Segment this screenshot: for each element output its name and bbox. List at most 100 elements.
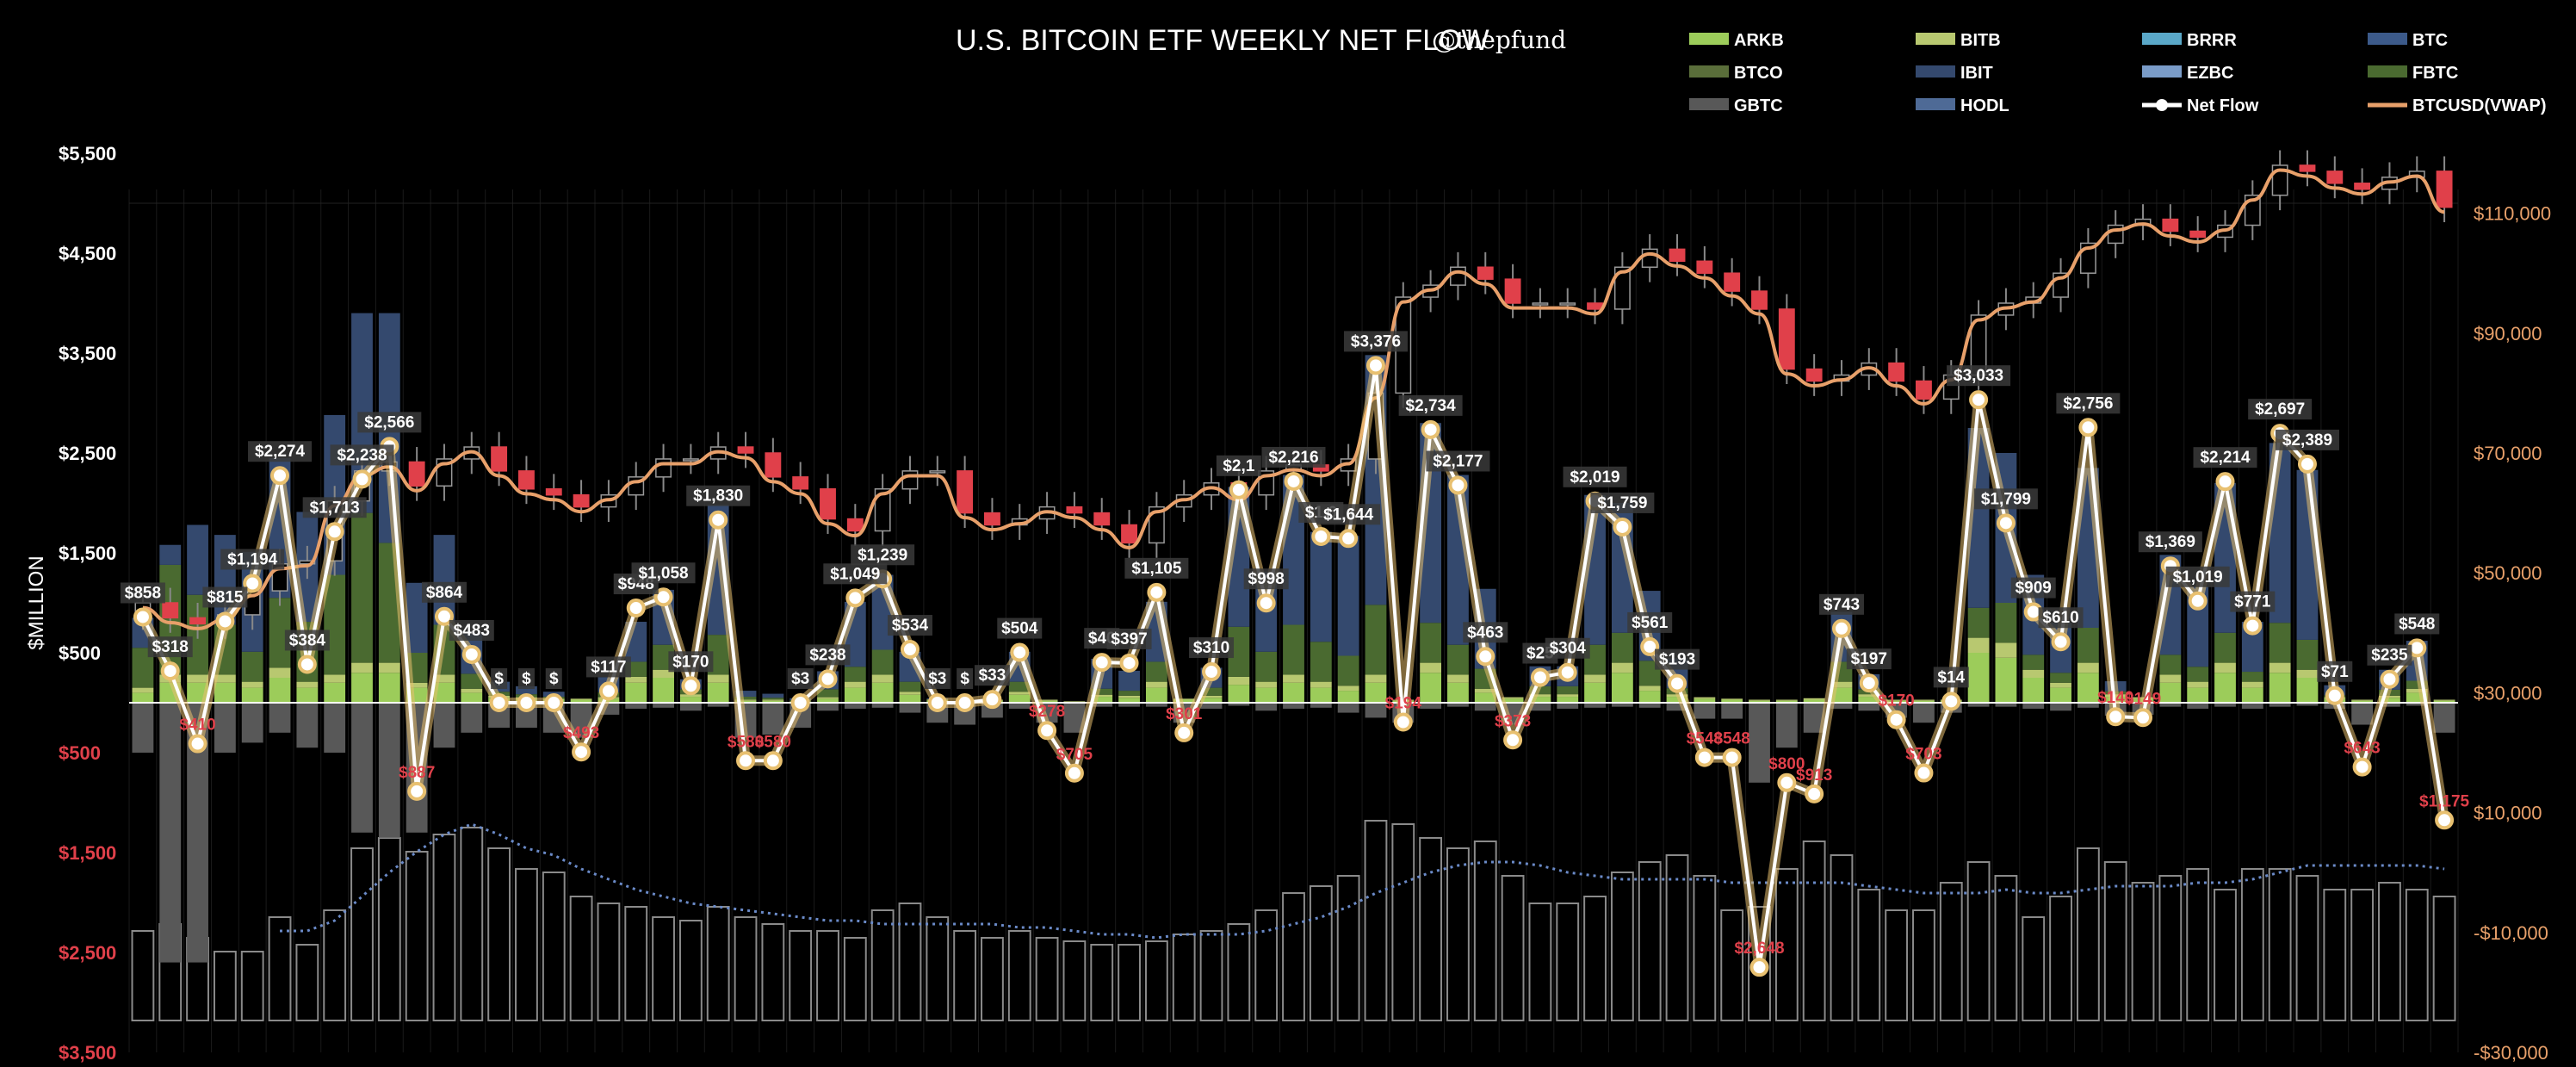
y-axis-right: $110,000 $90,000 $70,000 $50,000 $30,000 $10,… bbox=[2474, 203, 2551, 1064]
bar-segment-arkb bbox=[871, 682, 894, 703]
bar-segment-gbtc bbox=[1638, 703, 1661, 708]
bar-segment-fbtc bbox=[1420, 623, 1442, 663]
data-label-bg bbox=[1189, 637, 1235, 659]
bar-segment-arkb bbox=[1145, 687, 1167, 703]
bar-segment-bitb bbox=[1091, 694, 1113, 698]
net-flow-point bbox=[1557, 662, 1577, 682]
data-label: $373 bbox=[1495, 712, 1531, 730]
volume-bar bbox=[1583, 896, 1607, 1021]
bar-segment-gbtc bbox=[1749, 703, 1770, 783]
data-label-bg bbox=[823, 563, 888, 585]
bar-segment-bitb bbox=[2214, 662, 2236, 673]
bar-segment-bitb bbox=[1694, 697, 1716, 699]
bar-segment-bitb bbox=[241, 681, 263, 688]
data-label-bg bbox=[2056, 393, 2121, 414]
bar-segment-arkb bbox=[461, 692, 483, 703]
net-flow-point bbox=[598, 681, 618, 701]
data-label-bg bbox=[2275, 429, 2339, 450]
data-label: $703 bbox=[1905, 746, 1941, 764]
bar-segment-fbtc bbox=[2241, 672, 2263, 682]
legend-label: IBIT bbox=[1960, 64, 1993, 83]
candle-body bbox=[1121, 524, 1137, 544]
volume-bar bbox=[761, 923, 785, 1021]
candle-body bbox=[491, 446, 508, 472]
bar-segment-gbtc bbox=[1420, 703, 1442, 709]
y-axis-left: $5,500 $4,500 $3,500 $2,500 $1,500 $500 $500 $1… bbox=[59, 143, 116, 1064]
data-label-bg bbox=[1818, 593, 1864, 615]
volume-bar bbox=[624, 906, 648, 1021]
chart-subtitle: @thepfund bbox=[1432, 26, 1566, 54]
data-label: $397 bbox=[1111, 630, 1147, 648]
volume-bar bbox=[1007, 930, 1031, 1021]
bar-segment-gbtc bbox=[2241, 703, 2263, 709]
volume-bar bbox=[569, 896, 593, 1021]
net-flow-point bbox=[790, 693, 810, 712]
y2-tick-label: $50,000 bbox=[2474, 562, 2542, 584]
net-flow-point bbox=[900, 640, 920, 660]
net-flow-point bbox=[215, 611, 235, 631]
bar-segment-bitb bbox=[2077, 662, 2099, 673]
data-label: $2,566 bbox=[364, 413, 414, 431]
bar-segment-bitb bbox=[679, 694, 702, 698]
bar-segment-bitb bbox=[1200, 695, 1223, 698]
bar-segment-arkb bbox=[1858, 697, 1880, 703]
volume-bar bbox=[1090, 944, 1114, 1021]
y-tick-label: $500 bbox=[59, 642, 101, 664]
net-flow-point bbox=[681, 676, 701, 696]
data-label-bg bbox=[668, 651, 714, 673]
data-label-bg bbox=[631, 562, 696, 584]
candle-body bbox=[1148, 506, 1165, 544]
data-label: $ bbox=[960, 670, 969, 688]
bar-segment-arkb bbox=[1200, 698, 1223, 703]
bar-segment-ibit bbox=[516, 685, 537, 695]
data-label: $238 bbox=[809, 646, 845, 664]
data-label-bg bbox=[220, 549, 285, 570]
bar-segment-fbtc bbox=[762, 698, 784, 700]
bar-segment-arkb bbox=[1584, 682, 1606, 703]
y-tick-label: $1,500 bbox=[59, 543, 116, 564]
data-label: $2,1 bbox=[1223, 457, 1254, 475]
volume-bar bbox=[1912, 909, 1935, 1021]
bar-segment-fbtc bbox=[1310, 642, 1332, 682]
volume-bar bbox=[1035, 937, 1059, 1021]
bar-segment-arkb bbox=[1255, 687, 1278, 703]
data-label: $3 bbox=[928, 670, 946, 688]
volume-bar bbox=[1254, 909, 1279, 1021]
y-tick-label: $2,500 bbox=[59, 443, 116, 464]
volume-bar bbox=[405, 851, 429, 1021]
bar-segment-gbtc bbox=[653, 703, 674, 708]
data-label: $887 bbox=[399, 764, 435, 782]
volume-bar bbox=[2295, 875, 2319, 1021]
data-label: $998 bbox=[1248, 570, 1285, 588]
bar-segment-arkb bbox=[653, 678, 674, 703]
data-label-bg bbox=[805, 644, 851, 666]
data-label-bg bbox=[1563, 466, 1627, 487]
bar-segment-gbtc bbox=[214, 703, 236, 753]
bar-segment-gbtc bbox=[1283, 703, 1304, 709]
bar-segment-arkb bbox=[899, 694, 921, 703]
bar-segment-fbtc bbox=[817, 689, 839, 698]
legend-label: FBTC bbox=[2412, 64, 2458, 83]
bar-segment-bitb bbox=[351, 662, 373, 673]
volume-bar bbox=[240, 951, 264, 1021]
data-label-bg bbox=[2230, 591, 2276, 612]
net-flow-point bbox=[763, 751, 783, 771]
bar-segment-gbtc bbox=[1721, 703, 1743, 719]
bar-segment-arkb bbox=[2077, 673, 2099, 703]
volume-bar bbox=[1227, 923, 1251, 1021]
bar-segment-bitb bbox=[187, 674, 208, 683]
volume-bar bbox=[1885, 909, 1909, 1021]
y2-tick-label: $110,000 bbox=[2474, 203, 2551, 225]
net-flow-point bbox=[572, 742, 591, 762]
bar-segment-gbtc bbox=[269, 703, 291, 733]
data-label: $71 bbox=[2321, 663, 2349, 681]
net-flow-point bbox=[927, 693, 947, 712]
candle-body bbox=[162, 602, 179, 619]
volume-bar bbox=[898, 903, 922, 1021]
bar-segment-gbtc bbox=[1255, 703, 1278, 711]
bar-segment-arkb bbox=[1967, 653, 1990, 703]
bar-segment-gbtc bbox=[159, 703, 182, 963]
net-flow-point bbox=[1996, 513, 2016, 533]
data-label: $2,734 bbox=[1406, 397, 1457, 415]
bar-segment-bitb bbox=[1529, 694, 1551, 698]
